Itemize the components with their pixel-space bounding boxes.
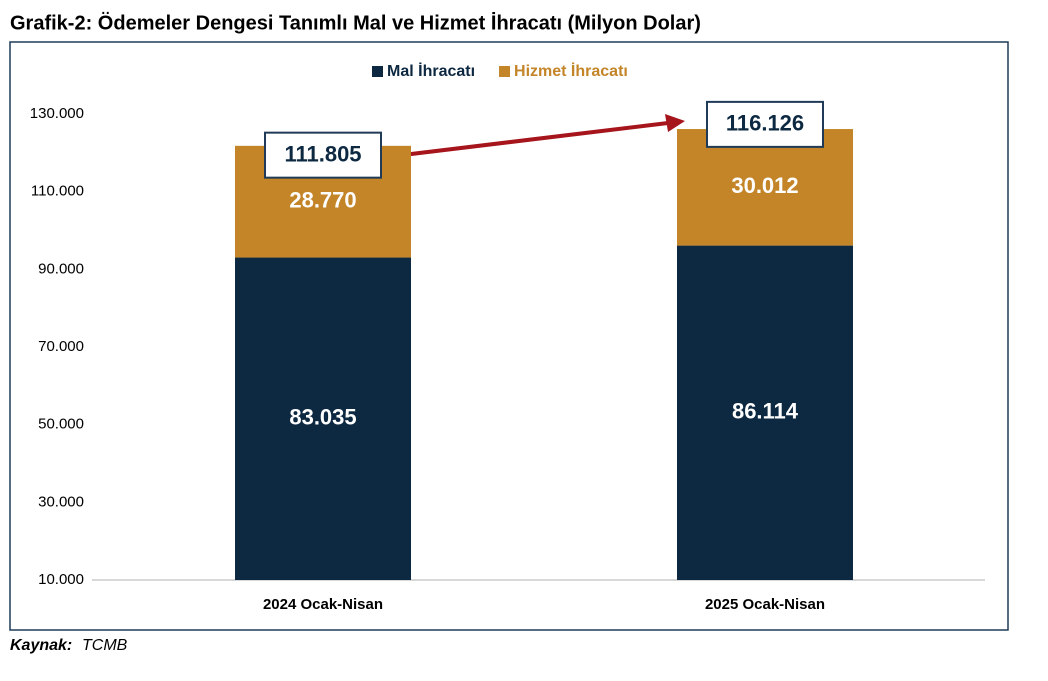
chart-frame bbox=[9, 41, 1009, 631]
legend-swatch bbox=[372, 66, 383, 77]
x-tick-label: 2025 Ocak-Nisan bbox=[705, 596, 825, 613]
chart-title: Grafik-2: Ödemeler Dengesi Tanımlı Mal v… bbox=[10, 11, 701, 34]
legend-label: Mal İhracatı bbox=[387, 62, 475, 80]
legend-swatch bbox=[499, 66, 511, 77]
value-label: 83.035 bbox=[289, 405, 356, 430]
y-tick-label: 70.000 bbox=[38, 338, 84, 355]
arrow bbox=[402, 121, 669, 157]
y-tick-label: 10.000 bbox=[38, 571, 84, 588]
x-tick-label: 2024 Ocak-Nisan bbox=[263, 596, 383, 613]
value-label: 28.770 bbox=[289, 187, 356, 212]
legend-label: Hizmet İhracatı bbox=[514, 62, 628, 80]
source-label: Kaynak: bbox=[10, 637, 72, 654]
arrow-head bbox=[665, 114, 685, 132]
total-label: 116.126 bbox=[726, 111, 804, 136]
value-label: 86.114 bbox=[732, 399, 799, 424]
bar-segment bbox=[677, 245, 853, 580]
source: TCMB bbox=[82, 637, 128, 654]
total-box bbox=[264, 131, 382, 179]
bar-segment bbox=[677, 129, 853, 246]
y-tick-label: 130.000 bbox=[30, 105, 84, 122]
value-label: 30.012 bbox=[731, 173, 798, 198]
y-tick-label: 110.000 bbox=[31, 183, 84, 200]
total-box bbox=[706, 100, 824, 148]
bar-segment bbox=[235, 257, 411, 580]
y-tick-label: 50.000 bbox=[38, 416, 84, 433]
y-tick-label: 30.000 bbox=[38, 493, 84, 510]
total-label: 111.805 bbox=[284, 141, 361, 166]
y-tick-label: 90.000 bbox=[38, 260, 84, 277]
